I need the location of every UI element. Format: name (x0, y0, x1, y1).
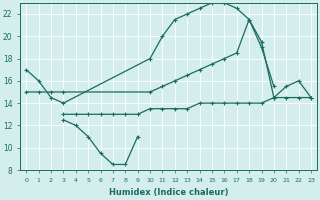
X-axis label: Humidex (Indice chaleur): Humidex (Indice chaleur) (109, 188, 228, 197)
